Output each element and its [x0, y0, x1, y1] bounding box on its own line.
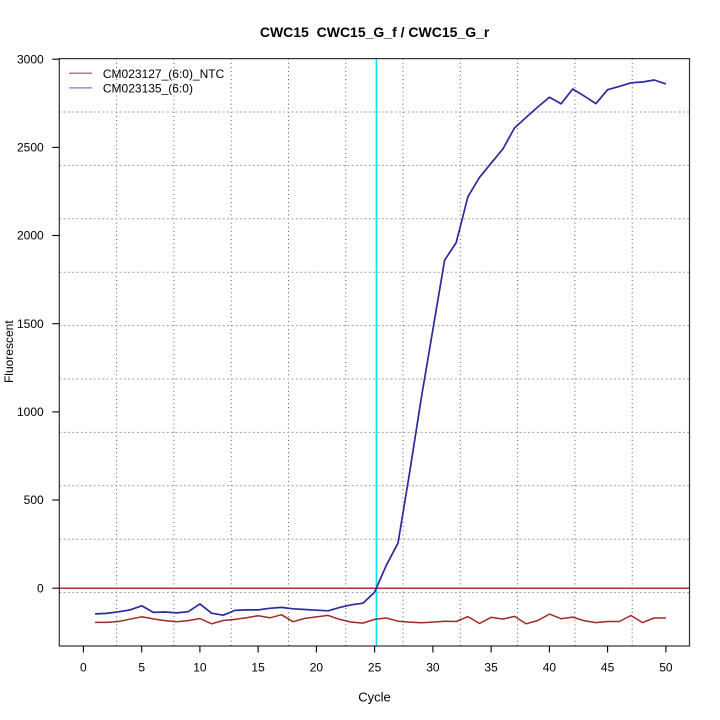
svg-text:CM023127_(6:0)_NTC: CM023127_(6:0)_NTC [103, 67, 225, 81]
svg-text:CWC15 CWC15_G_f / CWC15_G_r: CWC15 CWC15_G_f / CWC15_G_r [260, 24, 490, 40]
svg-text:Fluorescent: Fluorescent [2, 320, 16, 383]
svg-text:CM023135_(6:0): CM023135_(6:0) [103, 82, 193, 96]
svg-text:2500: 2500 [17, 141, 44, 155]
svg-text:1000: 1000 [17, 405, 44, 419]
svg-text:20: 20 [310, 661, 324, 675]
svg-text:50: 50 [659, 661, 673, 675]
svg-text:3000: 3000 [17, 52, 44, 66]
svg-text:500: 500 [24, 493, 44, 507]
svg-text:30: 30 [426, 661, 440, 675]
svg-text:15: 15 [251, 661, 265, 675]
svg-text:40: 40 [543, 661, 557, 675]
svg-text:Cycle: Cycle [358, 690, 391, 705]
svg-text:5: 5 [138, 661, 145, 675]
svg-text:0: 0 [80, 661, 87, 675]
svg-text:45: 45 [601, 661, 615, 675]
svg-text:0: 0 [37, 581, 44, 595]
svg-text:1500: 1500 [17, 317, 44, 331]
svg-text:2000: 2000 [17, 229, 44, 243]
svg-text:35: 35 [484, 661, 498, 675]
svg-text:25: 25 [368, 661, 382, 675]
svg-text:10: 10 [193, 661, 207, 675]
